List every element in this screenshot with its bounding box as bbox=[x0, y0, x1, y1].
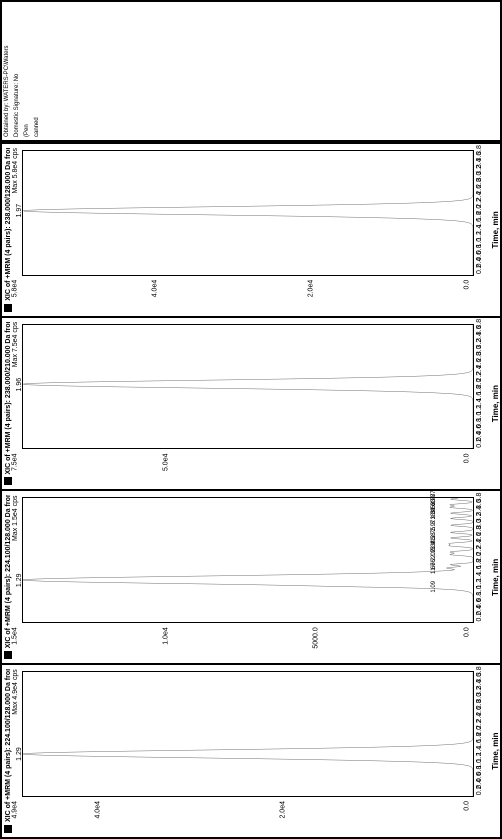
chromatogram-panel: XIC of +MRM (4 pairs): 224.100/128.000 D… bbox=[2, 663, 500, 837]
y-tick-label: 4.0e4 bbox=[95, 801, 102, 819]
panel-title-text: XIC of +MRM (4 pairs): 224.100/128.000 D… bbox=[5, 496, 12, 649]
chromatogram-figure: XIC of +MRM (4 pairs): 224.100/128.000 D… bbox=[0, 0, 502, 839]
panel-title-text: XIC of +MRM (4 pairs): 238.000/210.000 D… bbox=[5, 322, 12, 475]
x-axis: 0.20.40.60.81.01.21.41.61.82.02.22.42.62… bbox=[476, 324, 490, 450]
x-tick-label: 3.8 bbox=[476, 493, 483, 503]
plot-area: 1.29 bbox=[22, 671, 474, 797]
y-axis: 0.05.0e47.5e4 bbox=[22, 452, 474, 490]
footer-line: canned bbox=[32, 2, 42, 140]
y-tick-label: 4.0e4 bbox=[152, 280, 159, 298]
series-marker-icon bbox=[4, 478, 12, 486]
y-tick-label: 2.0e4 bbox=[308, 280, 315, 298]
series-marker-icon bbox=[4, 651, 12, 659]
peak-label: 1.96 bbox=[16, 378, 23, 392]
panel-title-text: XIC of +MRM (4 pairs): 238.000/128.000 D… bbox=[5, 148, 12, 301]
y-tick-label: 1.5e4 bbox=[12, 627, 19, 645]
y-axis: 0.05000.01.0e41.5e4 bbox=[22, 625, 474, 663]
plot-area: 1.97 bbox=[22, 150, 474, 276]
x-axis-label: Time, min bbox=[491, 559, 500, 596]
trace-line bbox=[23, 151, 473, 275]
y-tick-label: 5.8e4 bbox=[12, 280, 19, 298]
y-tick-label: 0.0 bbox=[464, 627, 471, 637]
trace-line bbox=[23, 672, 473, 796]
minor-peak-label: 1.76 bbox=[431, 559, 437, 571]
peak-label: 1.29 bbox=[16, 747, 23, 761]
max-label: Max 5.8e4 cps bbox=[12, 148, 19, 194]
y-tick-label: 2.0e4 bbox=[279, 801, 286, 819]
footer-line: Obtained by: WATERS-PC\Waters bbox=[2, 2, 12, 140]
y-tick-label: 4.9e4 bbox=[12, 801, 19, 819]
max-label: Max 7.5e4 cps bbox=[12, 322, 19, 368]
footer-line: Domestic Signature: No bbox=[12, 2, 22, 140]
peak-label: 1.97 bbox=[16, 204, 23, 218]
chromatogram-panel: XIC of +MRM (4 pairs): 238.000/210.000 D… bbox=[2, 316, 500, 490]
y-tick-label: 0.0 bbox=[464, 280, 471, 290]
trace-line bbox=[23, 325, 473, 449]
max-label: Max 1.5e4 cps bbox=[12, 496, 19, 542]
x-axis-label: Time, min bbox=[491, 733, 500, 770]
peak-label: 1.29 bbox=[16, 573, 23, 587]
series-marker-icon bbox=[4, 304, 12, 312]
chromatogram-panel: XIC of +MRM (4 pairs): 238.000/128.000 D… bbox=[2, 142, 500, 316]
series-marker-icon bbox=[4, 825, 12, 833]
panel-title-text: XIC of +MRM (4 pairs): 224.100/128.000 D… bbox=[5, 669, 12, 822]
plot-area: 1.291.091.661.762.072.152.342.412.582.75… bbox=[22, 498, 474, 624]
minor-peak-label: 1.09 bbox=[431, 581, 437, 593]
y-tick-label: 0.0 bbox=[464, 454, 471, 464]
trace-line bbox=[23, 499, 473, 623]
x-tick-label: 3.8 bbox=[476, 319, 483, 329]
y-axis: 0.02.0e44.0e45.8e4 bbox=[22, 278, 474, 316]
x-tick-label: 3.8 bbox=[476, 666, 483, 676]
x-axis: 0.20.40.60.81.01.21.41.61.82.02.22.42.62… bbox=[476, 498, 490, 624]
max-label: Max 4.9e4 cps bbox=[12, 669, 19, 715]
x-axis: 0.20.40.60.81.01.21.41.61.82.02.22.42.62… bbox=[476, 671, 490, 797]
x-axis: 0.20.40.60.81.01.21.41.61.82.02.22.42.62… bbox=[476, 150, 490, 276]
y-axis: 0.02.0e44.0e44.9e4 bbox=[22, 799, 474, 837]
footer-text-block: Obtained by: WATERS-PC\Waters Domestic S… bbox=[2, 2, 500, 142]
y-tick-label: 5.0e4 bbox=[162, 454, 169, 472]
chromatogram-panel: XIC of +MRM (4 pairs): 224.100/128.000 D… bbox=[2, 490, 500, 664]
x-tick-label: 3.8 bbox=[476, 145, 483, 155]
y-tick-label: 5000.0 bbox=[313, 627, 320, 648]
y-tick-label: 1.0e4 bbox=[162, 627, 169, 645]
plot-area: 1.96 bbox=[22, 324, 474, 450]
y-tick-label: 7.5e4 bbox=[12, 454, 19, 472]
minor-peak-label: 3.87 bbox=[431, 490, 437, 502]
footer-line: (Pen bbox=[22, 2, 32, 140]
y-tick-label: 0.0 bbox=[464, 801, 471, 811]
x-axis-label: Time, min bbox=[491, 385, 500, 422]
x-axis-label: Time, min bbox=[491, 211, 500, 248]
